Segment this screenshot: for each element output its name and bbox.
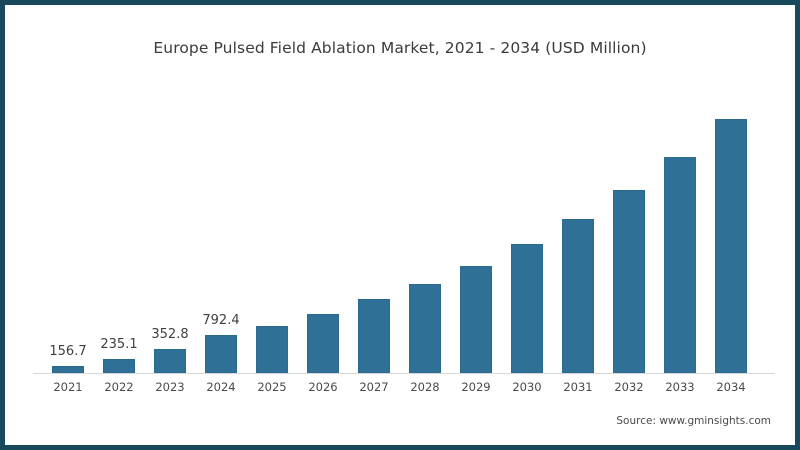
bar-2022 bbox=[103, 359, 135, 373]
x-axis-line bbox=[33, 373, 775, 374]
source-note: Source: www.gminsights.com bbox=[616, 415, 771, 427]
x-tick-2022: 2022 bbox=[104, 380, 134, 394]
x-tick-2026: 2026 bbox=[308, 380, 338, 394]
bar-2033 bbox=[664, 157, 696, 373]
bar-value-label-2021: 156.7 bbox=[49, 344, 87, 359]
x-tick-2025: 2025 bbox=[257, 380, 287, 394]
bar-2028 bbox=[409, 284, 441, 373]
bar-2021 bbox=[52, 366, 84, 373]
bar-2032 bbox=[613, 190, 645, 373]
bar-value-label-2024: 792.4 bbox=[202, 313, 240, 328]
x-tick-2034: 2034 bbox=[716, 380, 746, 394]
x-tick-2032: 2032 bbox=[614, 380, 644, 394]
bar-2025 bbox=[256, 326, 288, 373]
x-tick-2023: 2023 bbox=[155, 380, 185, 394]
bar-2029 bbox=[460, 266, 492, 373]
x-tick-2033: 2033 bbox=[665, 380, 695, 394]
bar-2034 bbox=[715, 119, 747, 373]
bar-2030 bbox=[511, 244, 543, 373]
bar-2027 bbox=[358, 299, 390, 373]
x-tick-2021: 2021 bbox=[53, 380, 83, 394]
bar-value-label-2023: 352.8 bbox=[151, 327, 189, 342]
x-tick-2029: 2029 bbox=[461, 380, 491, 394]
x-tick-2030: 2030 bbox=[512, 380, 542, 394]
chart-title: Europe Pulsed Field Ablation Market, 202… bbox=[153, 39, 647, 57]
bar-value-label-2022: 235.1 bbox=[100, 337, 138, 352]
bar-2026 bbox=[307, 314, 339, 373]
x-tick-2028: 2028 bbox=[410, 380, 440, 394]
x-tick-2027: 2027 bbox=[359, 380, 389, 394]
plot-area: 156.7 235.1 352.8 792.4 2021 2022 2023 2024 202… bbox=[5, 5, 795, 445]
chart-canvas: Europe Pulsed Field Ablation Market, 202… bbox=[5, 5, 795, 445]
bar-2031 bbox=[562, 219, 594, 373]
x-tick-2031: 2031 bbox=[563, 380, 593, 394]
x-tick-2024: 2024 bbox=[206, 380, 236, 394]
bar-2023 bbox=[154, 349, 186, 373]
bar-2024 bbox=[205, 335, 237, 373]
